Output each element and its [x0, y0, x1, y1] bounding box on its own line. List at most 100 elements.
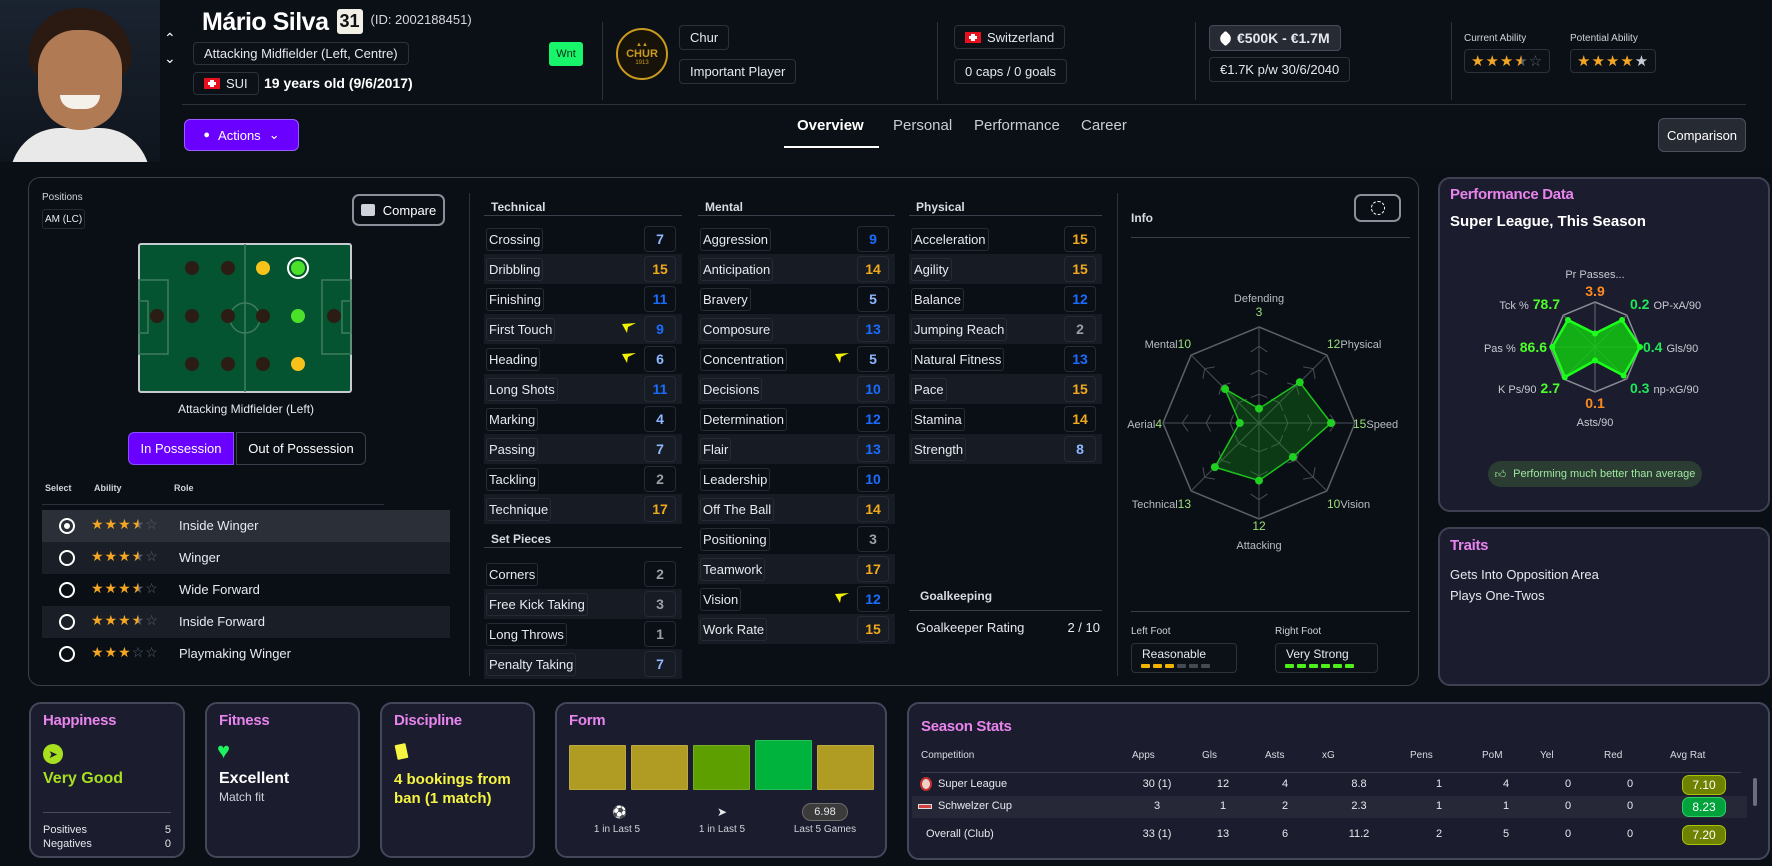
happiness-card[interactable]: Happiness ➤ Very Good Positives 5 Negati…	[29, 702, 185, 858]
compare-button[interactable]: Compare	[352, 194, 445, 226]
nation-link[interactable]: Switzerland	[954, 25, 1066, 49]
fitness-card[interactable]: Fitness ♥ Excellent Match fit	[205, 702, 360, 858]
form-match-block[interactable]	[817, 745, 874, 790]
attribute-row[interactable]: Heading 6	[484, 344, 682, 374]
form-card[interactable]: Form ⚽ 1 in Last 5 ➤ 1 in Last 5 6.98 La…	[555, 702, 887, 858]
role-row[interactable]: ★★★★☆ Winger	[42, 542, 450, 574]
attribute-row[interactable]: Finishing 11	[484, 284, 682, 314]
tab-performance[interactable]: Performance	[974, 117, 1060, 134]
stats-row[interactable]: Schwelzer Cup 3 1 2 2.3 1 1 0 0 8.23	[912, 796, 1747, 818]
form-match-block[interactable]	[755, 740, 812, 790]
tab-career[interactable]: Career	[1081, 117, 1127, 134]
stats-column-header[interactable]: Asts	[1265, 750, 1285, 761]
role-radio[interactable]	[59, 550, 75, 566]
form-match-block[interactable]	[631, 745, 688, 790]
role-row[interactable]: ★★★★☆ Inside Winger	[42, 510, 450, 542]
attribute-row[interactable]: Leadership 10	[698, 464, 895, 494]
role-radio[interactable]	[59, 614, 75, 630]
attribute-row[interactable]: Work Rate 15	[698, 614, 895, 644]
position-dot-gk[interactable]	[327, 309, 341, 323]
stats-column-header[interactable]: Red	[1604, 750, 1623, 761]
status-badge[interactable]: Wnt	[549, 42, 583, 66]
attribute-row[interactable]: Penalty Taking 7	[484, 649, 682, 679]
attribute-row[interactable]: Marking 4	[484, 404, 682, 434]
position-dot-none[interactable]	[256, 357, 270, 371]
stats-column-header[interactable]: Competition	[921, 750, 975, 761]
position-dot-none[interactable]	[221, 357, 235, 371]
position-dot-none[interactable]	[221, 309, 235, 323]
position-dot-accomplished[interactable]	[291, 357, 305, 371]
attribute-row[interactable]: Passing 7	[484, 434, 682, 464]
position-dot-gk[interactable]	[150, 309, 164, 323]
stats-column-header[interactable]: xG	[1322, 750, 1335, 761]
role-radio[interactable]	[59, 518, 75, 534]
attribute-row[interactable]: Long Shots 11	[484, 374, 682, 404]
stats-column-header[interactable]: Yel	[1540, 750, 1554, 761]
attribute-row[interactable]: Agility 15	[909, 254, 1102, 284]
attribute-row[interactable]: Corners 2	[484, 559, 682, 589]
role-radio[interactable]	[59, 582, 75, 598]
attribute-row[interactable]: Bravery 5	[698, 284, 895, 314]
transfer-value[interactable]: €500K - €1.7M	[1209, 25, 1341, 51]
attribute-row[interactable]: Determination 12	[698, 404, 895, 434]
trait-item[interactable]: Gets Into Opposition Area	[1450, 567, 1599, 582]
form-match-block[interactable]	[693, 745, 750, 790]
stats-column-header[interactable]: Gls	[1202, 750, 1217, 761]
tab-overview[interactable]: Overview	[797, 117, 864, 134]
stats-column-header[interactable]: Pens	[1410, 750, 1433, 761]
position-dot-none[interactable]	[185, 309, 199, 323]
attribute-row[interactable]: Aggression 9	[698, 224, 895, 254]
attribute-row[interactable]: Natural Fitness 13	[909, 344, 1102, 374]
attribute-row[interactable]: Acceleration 15	[909, 224, 1102, 254]
attribute-row[interactable]: Crossing 7	[484, 224, 682, 254]
role-row[interactable]: ★★★★☆ Wide Forward	[42, 574, 450, 606]
attribute-row[interactable]: Off The Ball 14	[698, 494, 895, 524]
in-possession-toggle[interactable]: In Possession	[128, 432, 234, 465]
attribute-row[interactable]: Balance 12	[909, 284, 1102, 314]
attribute-row[interactable]: Strength 8	[909, 434, 1102, 464]
attribute-row[interactable]: Free Kick Taking 3	[484, 589, 682, 619]
club-link[interactable]: Chur	[679, 25, 730, 50]
role-row[interactable]: ★★★☆☆ Playmaking Winger	[42, 638, 450, 670]
position-dot-none[interactable]	[256, 309, 270, 323]
out-of-possession-toggle[interactable]: Out of Possession	[236, 432, 366, 465]
position-dot-none[interactable]	[221, 261, 235, 275]
role-row[interactable]: ★★★★☆ Inside Forward	[42, 606, 450, 638]
stats-row[interactable]: Super League 30 (1) 12 4 8.8 1 4 0 0 7.10	[912, 774, 1747, 796]
next-player-chevron-down-icon[interactable]: ⌄	[164, 50, 176, 66]
form-match-block[interactable]	[569, 745, 626, 790]
previous-player-chevron-up-icon[interactable]: ⌃	[164, 30, 176, 46]
attribute-row[interactable]: Long Throws 1	[484, 619, 682, 649]
stats-column-header[interactable]: Apps	[1132, 750, 1155, 761]
stats-column-header[interactable]: PoM	[1482, 750, 1503, 761]
attribute-row[interactable]: Positioning 3	[698, 524, 895, 554]
attribute-row[interactable]: Teamwork 17	[698, 554, 895, 584]
actions-button[interactable]: ● Actions ⌄	[184, 119, 299, 151]
attribute-row[interactable]: Jumping Reach 2	[909, 314, 1102, 344]
attribute-row[interactable]: Anticipation 14	[698, 254, 895, 284]
attribute-row[interactable]: Tackling 2	[484, 464, 682, 494]
attribute-row[interactable]: Technique 17	[484, 494, 682, 524]
attribute-row[interactable]: Concentration 5	[698, 344, 895, 374]
position-dot-selected[interactable]	[291, 261, 305, 275]
tab-personal[interactable]: Personal	[893, 117, 953, 134]
attribute-row[interactable]: Flair 13	[698, 434, 895, 464]
position-dot-natural[interactable]	[291, 309, 305, 323]
attribute-row[interactable]: Dribbling 15	[484, 254, 682, 284]
position-dot-accomplished[interactable]	[256, 261, 270, 275]
discipline-card[interactable]: Discipline 4 bookings from ban (1 match)	[380, 702, 535, 858]
comparison-button[interactable]: Comparison	[1658, 118, 1746, 152]
attribute-row[interactable]: Composure 13	[698, 314, 895, 344]
position-dot-none[interactable]	[185, 357, 199, 371]
stats-column-header[interactable]: Avg Rat	[1670, 750, 1706, 761]
staff-report-button[interactable]	[1354, 194, 1401, 222]
stats-scrollbar[interactable]	[1753, 778, 1757, 806]
attribute-row[interactable]: Vision 12	[698, 584, 895, 614]
attribute-row[interactable]: First Touch 9	[484, 314, 682, 344]
club-logo[interactable]: ▲▲ CHUR 1913	[616, 28, 668, 80]
stats-row[interactable]: Overall (Club) 33 (1) 13 6 11.2 2 5 0 0 7.20	[912, 824, 1747, 846]
trait-item[interactable]: Plays One-Twos	[1450, 588, 1545, 603]
position-dot-none[interactable]	[185, 261, 199, 275]
attribute-row[interactable]: Pace 15	[909, 374, 1102, 404]
attribute-row[interactable]: Decisions 10	[698, 374, 895, 404]
